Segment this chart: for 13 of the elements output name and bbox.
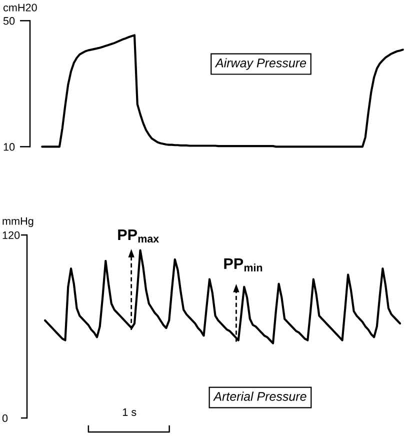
- text: Arterial Pressure: [213, 392, 306, 401]
- y-tick-label: 120: [2, 231, 20, 240]
- y-tick-label: 10: [4, 143, 15, 151]
- text: Airway Pressure: [214, 58, 306, 70]
- y-axis-title: cmH20: [3, 4, 37, 12]
- y-tick-label: 0: [2, 414, 8, 422]
- line-series: [41, 34, 404, 148]
- annotation: PP$_{max}$: [118, 230, 159, 243]
- y-axis-title: mmHg: [2, 217, 34, 228]
- annotation: PP$_{min}$: [224, 258, 262, 272]
- y-tick-label: 50: [3, 17, 15, 25]
- annotation: 1 s: [122, 408, 136, 416]
- line-series: [44, 249, 402, 344]
